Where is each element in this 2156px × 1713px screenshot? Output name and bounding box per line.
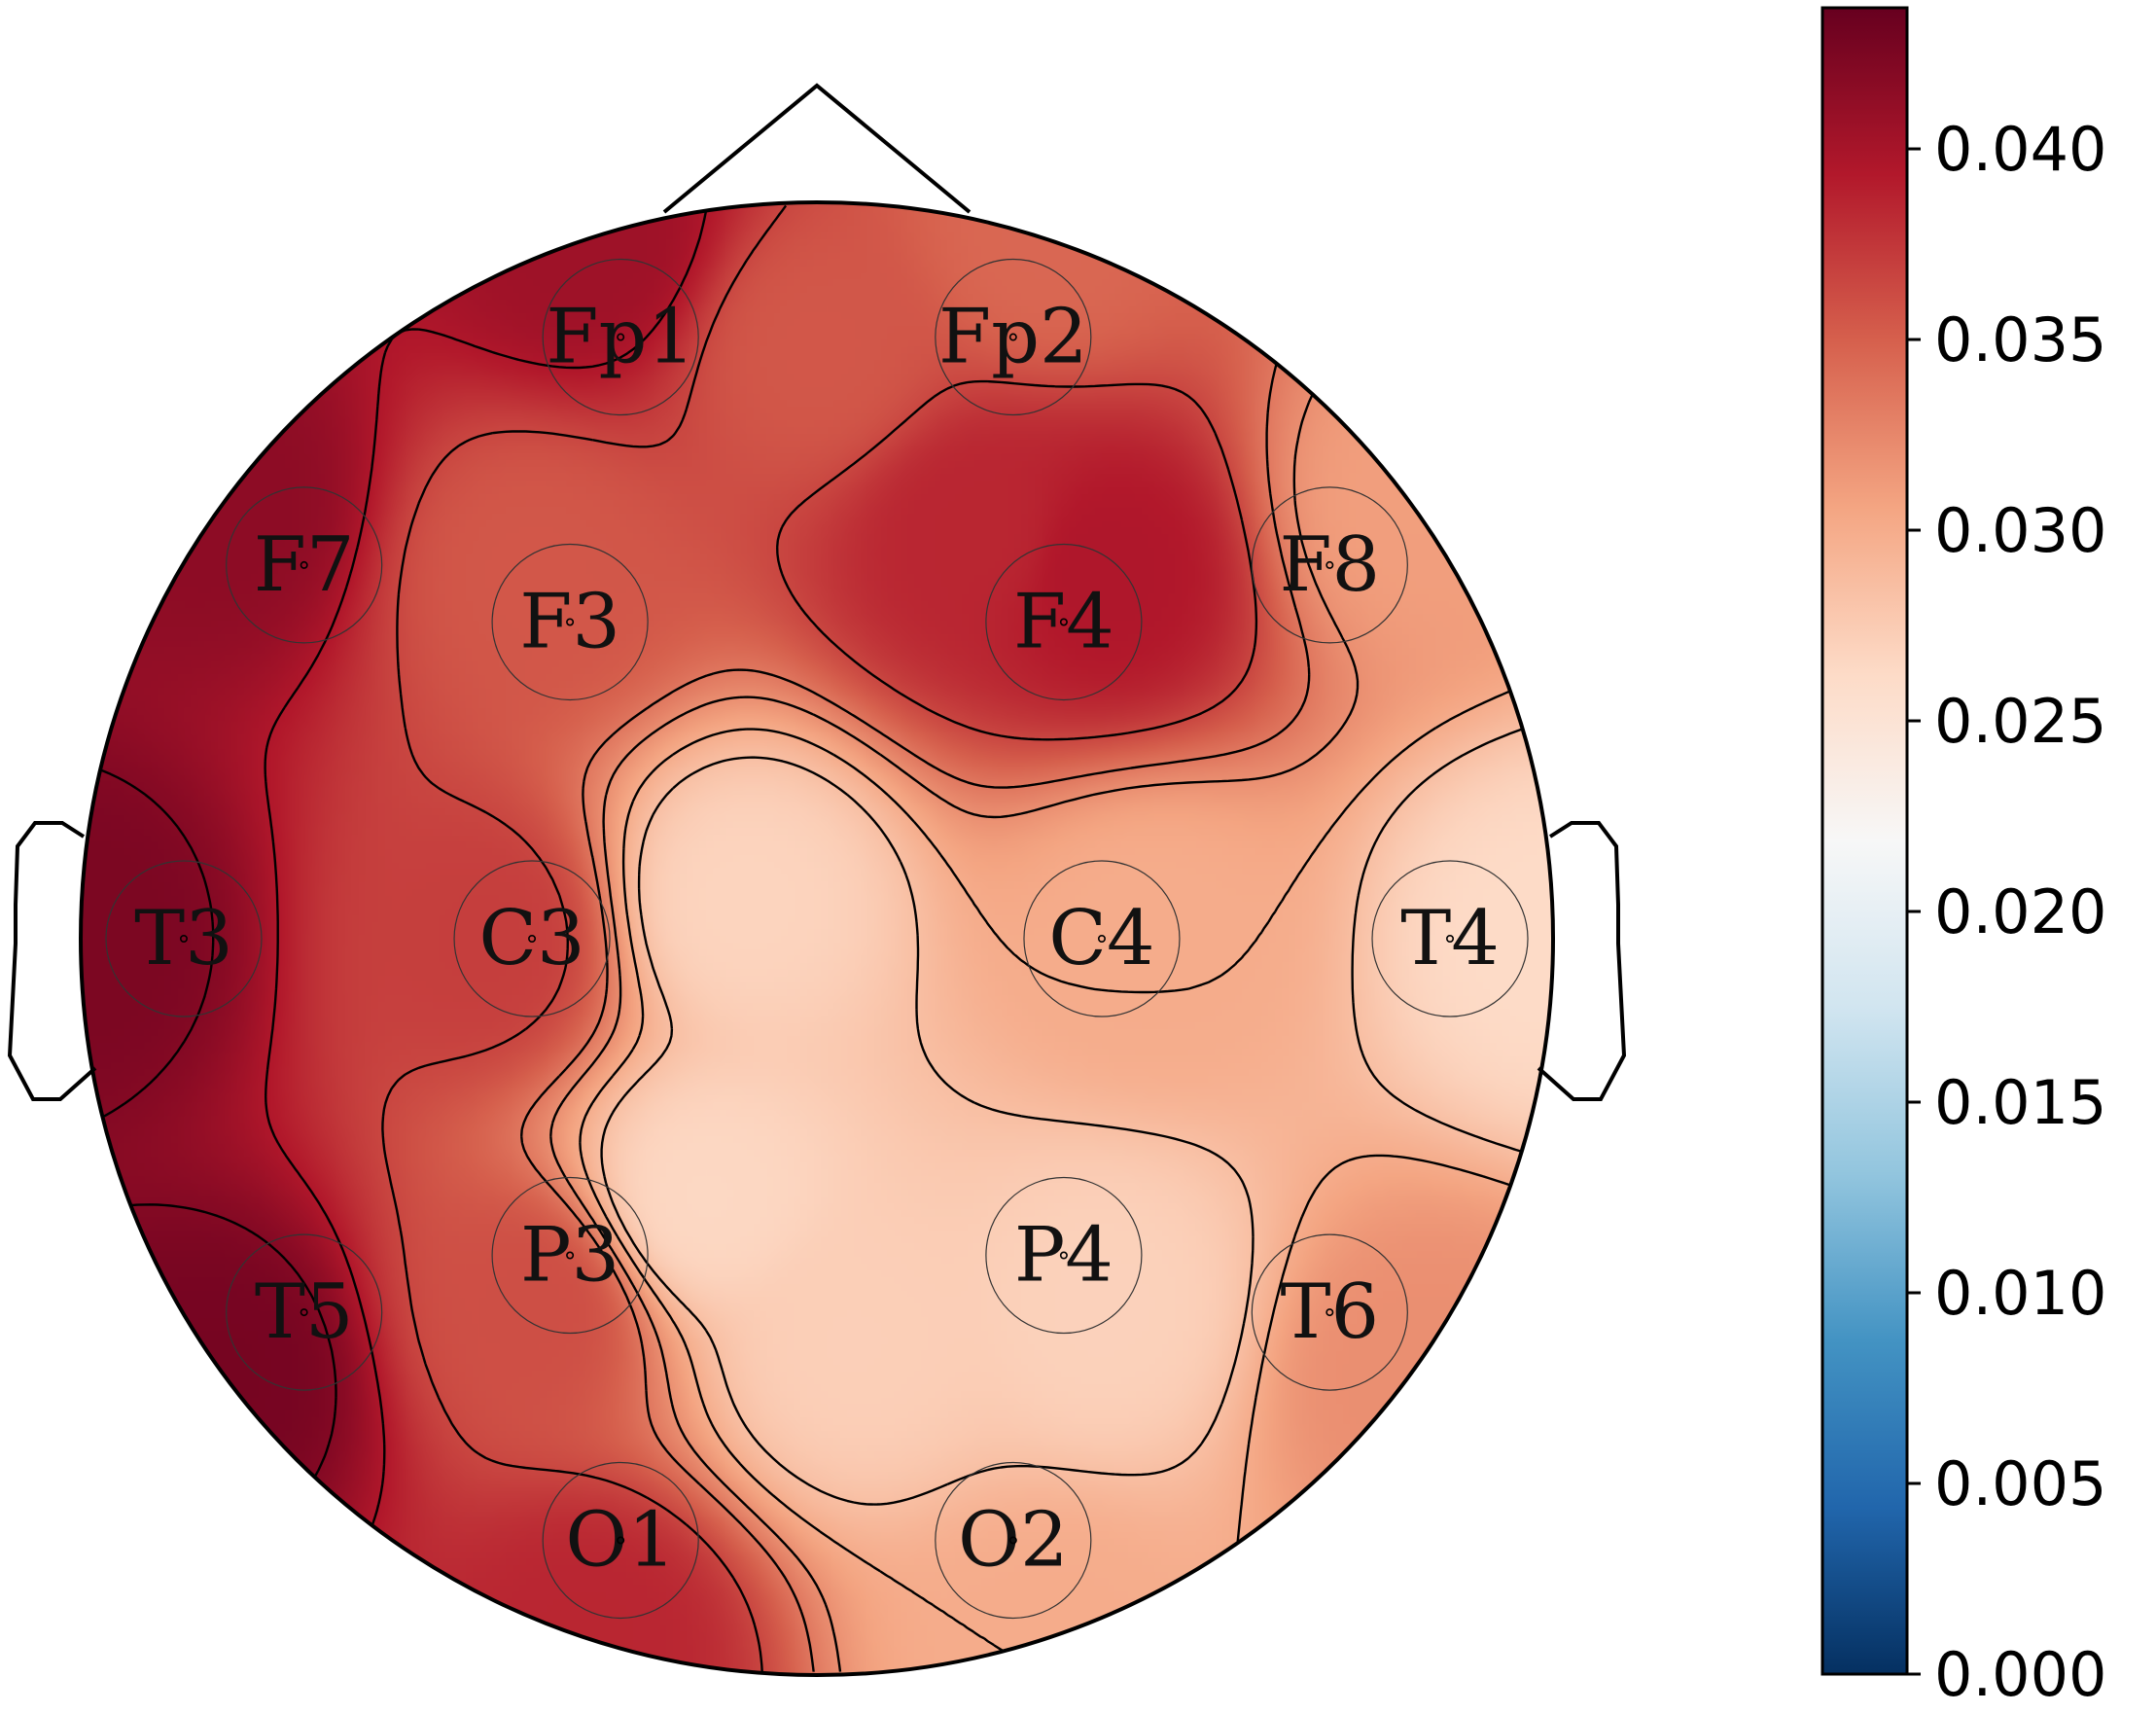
electrode-label: P4 bbox=[1014, 1212, 1113, 1300]
colorbar-tick-label: 0.025 bbox=[1934, 686, 2107, 757]
electrode-f3: F3 bbox=[491, 543, 649, 701]
electrode-o2: O2 bbox=[935, 1461, 1092, 1620]
electrode-marker bbox=[300, 1308, 308, 1317]
electrode-t5: T5 bbox=[226, 1233, 383, 1391]
nose-outline bbox=[662, 83, 972, 214]
electrode-marker bbox=[1059, 618, 1068, 626]
electrode-label: P3 bbox=[520, 1212, 619, 1300]
electrode-c3: C3 bbox=[453, 860, 611, 1017]
electrode-marker bbox=[1325, 560, 1334, 569]
electrode-p3: P3 bbox=[491, 1176, 649, 1335]
electrode-t6: T6 bbox=[1251, 1233, 1408, 1391]
electrode-label: Fp1 bbox=[546, 294, 695, 381]
electrode-label: C4 bbox=[1048, 895, 1154, 982]
colorbar-tick-label: 0.035 bbox=[1934, 304, 2107, 375]
electrode-label: T6 bbox=[1280, 1268, 1379, 1356]
colorbar-gradient bbox=[1820, 6, 1909, 1676]
contour-lines bbox=[83, 204, 1551, 1673]
electrode-label: C3 bbox=[478, 895, 584, 982]
electrode-marker bbox=[1097, 934, 1106, 943]
electrode-marker bbox=[566, 1251, 575, 1260]
electrode-f8: F8 bbox=[1251, 486, 1408, 644]
electrode-marker bbox=[566, 618, 575, 626]
electrode-label: F8 bbox=[1279, 521, 1380, 609]
electrode-label: T5 bbox=[255, 1268, 354, 1356]
colorbar-tick-label: 0.010 bbox=[1934, 1258, 2107, 1329]
electrode-t4: T4 bbox=[1371, 860, 1529, 1017]
colorbar-tick-label: 0.030 bbox=[1934, 495, 2107, 566]
electrode-marker bbox=[1008, 333, 1017, 341]
electrode-ring bbox=[1251, 1233, 1408, 1391]
electrode-ring bbox=[935, 258, 1092, 416]
electrode-ring bbox=[985, 543, 1143, 701]
colorbar-tick-label: 0.000 bbox=[1934, 1639, 2107, 1708]
colorbar: 0.000 0.005 0.010 0.015 0.020 0.025 0.030 0.035… bbox=[1820, 6, 2107, 1710]
left-ear-outline bbox=[7, 821, 97, 1101]
scalp-heatmap bbox=[81, 202, 1553, 1675]
electrode-ring bbox=[542, 258, 699, 416]
electrode-label: O2 bbox=[958, 1496, 1069, 1584]
electrode-marker bbox=[1325, 1308, 1334, 1317]
electrode-t3: T3 bbox=[105, 860, 263, 1017]
electrode-label: O1 bbox=[565, 1496, 676, 1584]
electrode-ring bbox=[105, 860, 263, 1017]
electrode-o1: O1 bbox=[542, 1461, 699, 1620]
electrode-ring bbox=[935, 1461, 1092, 1620]
electrodes: Fp1 Fp2 F7 F3 F4 F8 T3 C3 C4 T4 T5 P3 P4 T6 O1 O2 bbox=[105, 258, 1529, 1620]
electrode-label: F3 bbox=[519, 578, 620, 665]
electrode-ring bbox=[1023, 860, 1181, 1017]
electrode-ring bbox=[491, 1176, 649, 1335]
colorbar-tick-label: 0.020 bbox=[1934, 876, 2107, 947]
electrode-marker bbox=[528, 934, 537, 943]
electrode-ring bbox=[491, 543, 649, 701]
electrode-label: F4 bbox=[1013, 578, 1114, 665]
electrode-f4: F4 bbox=[985, 543, 1143, 701]
electrode-marker bbox=[1059, 1251, 1068, 1260]
colorbar-tick-label: 0.015 bbox=[1934, 1067, 2107, 1138]
electrode-fp1: Fp1 bbox=[542, 258, 699, 416]
electrode-ring bbox=[226, 1233, 383, 1391]
electrode-marker bbox=[617, 333, 625, 341]
electrode-marker bbox=[300, 560, 308, 569]
electrode-ring bbox=[226, 486, 383, 644]
electrode-ring bbox=[1251, 486, 1408, 644]
electrode-label: Fp2 bbox=[938, 294, 1088, 381]
electrode-p4: P4 bbox=[985, 1176, 1143, 1335]
electrode-marker bbox=[617, 1536, 625, 1545]
electrode-c4: C4 bbox=[1023, 860, 1181, 1017]
colorbar-tick-label: 0.005 bbox=[1934, 1448, 2107, 1519]
electrode-fp2: Fp2 bbox=[935, 258, 1092, 416]
electrode-ring bbox=[985, 1176, 1143, 1335]
electrode-marker bbox=[1446, 934, 1455, 943]
electrode-f7: F7 bbox=[226, 486, 383, 644]
electrode-label: F7 bbox=[254, 521, 355, 609]
colorbar-tick-label: 0.040 bbox=[1934, 114, 2107, 185]
right-ear-outline bbox=[1537, 821, 1627, 1101]
electrode-ring bbox=[1371, 860, 1529, 1017]
electrode-label: T3 bbox=[134, 895, 233, 982]
head-outline bbox=[79, 200, 1555, 1677]
electrode-ring bbox=[542, 1461, 699, 1620]
electrode-ring bbox=[453, 860, 611, 1017]
electrode-marker bbox=[1008, 1536, 1017, 1545]
contour-line bbox=[381, 204, 1258, 1672]
electrode-label: T4 bbox=[1400, 895, 1500, 982]
electrode-marker bbox=[179, 934, 188, 943]
